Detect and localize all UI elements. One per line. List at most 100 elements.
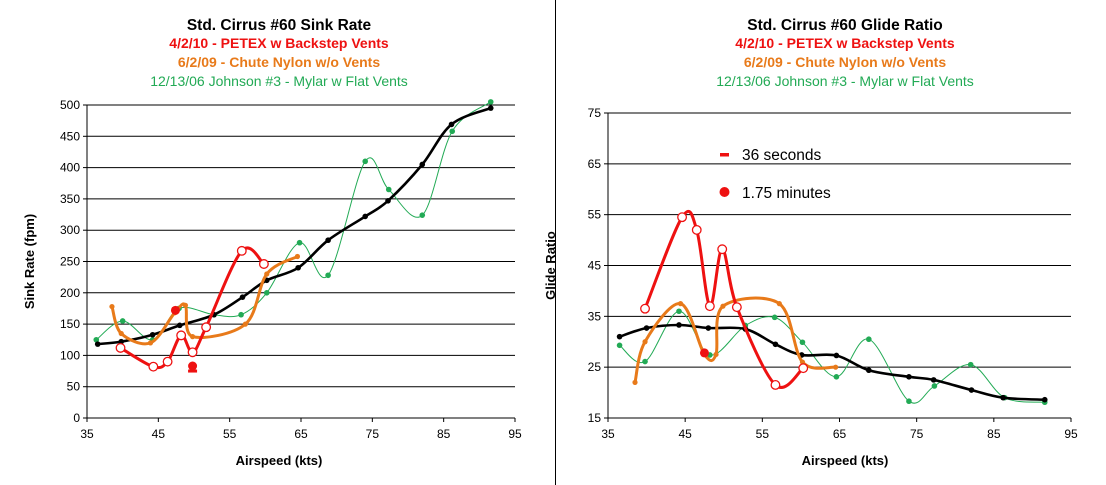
- data-point-black: [487, 105, 494, 111]
- data-point-green: [866, 336, 872, 343]
- data-point-red: [640, 303, 650, 314]
- data-point-red: [677, 212, 688, 223]
- data-point-green: [967, 361, 974, 368]
- x-tick-label: 85: [987, 427, 1001, 441]
- x-tick-label: 85: [437, 427, 451, 441]
- data-point-green: [616, 342, 623, 349]
- y-tick-label: 50: [67, 380, 81, 394]
- data-point-green: [931, 383, 938, 389]
- data-point-green: [676, 308, 682, 315]
- data-point-black: [448, 121, 455, 128]
- legend-dash-icon: [720, 153, 729, 157]
- data-point-red: [187, 347, 198, 358]
- data-point-green: [906, 398, 912, 405]
- y-tick-label: 450: [60, 129, 80, 143]
- y-tick-label: 250: [60, 255, 80, 269]
- chart-subtitle: 6/2/09 - Chute Nylon w/o Vents: [178, 54, 380, 70]
- data-point-orange: [242, 321, 248, 327]
- data-point-orange: [642, 339, 648, 345]
- series-line-black: [96, 106, 492, 346]
- data-point-red: [148, 361, 159, 372]
- series-line-black: [618, 323, 1047, 401]
- data-point-orange: [147, 340, 154, 346]
- data-point-black: [930, 377, 937, 383]
- y-tick-label: 15: [588, 411, 602, 425]
- data-point-green: [419, 212, 426, 218]
- data-point-black: [385, 197, 391, 204]
- y-tick-label: 150: [60, 317, 80, 331]
- x-tick-label: 75: [910, 427, 924, 441]
- y-tick-label: 25: [588, 360, 602, 374]
- data-point-green: [771, 314, 778, 321]
- x-tick-label: 55: [756, 427, 770, 441]
- series-line-red: [643, 210, 805, 389]
- data-point-black: [1000, 394, 1006, 401]
- y-tick-label: 45: [588, 259, 602, 273]
- x-tick-label: 95: [508, 427, 522, 441]
- data-point-black: [643, 325, 650, 331]
- chart-subtitle: 4/2/10 - PETEX w Backstep Vents: [735, 35, 955, 51]
- data-point-orange: [109, 303, 115, 310]
- data-point-red: [704, 301, 715, 312]
- x-axis-label: Airspeed (kts): [236, 453, 323, 468]
- x-tick-label: 95: [1064, 427, 1078, 441]
- data-point-red: [162, 356, 173, 367]
- data-point-green: [238, 311, 244, 318]
- data-point-red: [717, 244, 728, 255]
- data-point-black: [833, 352, 840, 359]
- data-point-orange: [264, 271, 270, 277]
- data-point-black: [1041, 396, 1048, 403]
- x-tick-label: 45: [678, 427, 692, 441]
- data-point-green: [93, 336, 100, 343]
- series-line-green: [95, 101, 492, 341]
- y-tick-label: 0: [73, 411, 80, 425]
- data-point-black: [676, 322, 682, 328]
- data-point-black: [362, 213, 369, 220]
- data-point-orange: [118, 330, 124, 337]
- data-point-red: [236, 245, 247, 256]
- x-tick-label: 55: [223, 427, 237, 441]
- y-tick-label: 100: [60, 348, 80, 362]
- data-point-green: [119, 318, 126, 324]
- data-point-green: [799, 339, 806, 346]
- data-point-orange: [713, 351, 719, 358]
- legend-dot-icon: [719, 187, 730, 197]
- data-point-orange: [182, 302, 189, 308]
- data-point-black: [866, 367, 872, 374]
- data-point-green: [325, 272, 331, 279]
- data-point-red: [731, 302, 742, 313]
- x-tick-label: 65: [833, 427, 847, 441]
- data-point-black: [616, 333, 623, 340]
- chart-title: Std. Cirrus #60 Sink Rate: [187, 17, 372, 34]
- y-axis-label: Glide Ratio: [543, 231, 558, 300]
- data-point-black: [906, 374, 912, 380]
- data-point-black: [325, 237, 331, 244]
- data-point-green: [642, 358, 648, 365]
- legend-label: 36 seconds: [742, 147, 822, 164]
- data-point-orange: [720, 303, 726, 309]
- data-point-orange: [189, 334, 196, 340]
- y-tick-label: 400: [60, 161, 80, 175]
- data-point-orange: [776, 301, 782, 307]
- marker-dot: [170, 305, 180, 315]
- x-tick-label: 75: [366, 427, 380, 441]
- data-point-green: [296, 239, 303, 246]
- data-point-black: [772, 341, 779, 348]
- data-point-red: [115, 342, 126, 353]
- y-tick-label: 350: [60, 192, 80, 206]
- data-point-green: [487, 99, 494, 105]
- panel-divider: [555, 0, 556, 485]
- series-group: [93, 99, 494, 372]
- data-point-green: [362, 158, 369, 165]
- marker-dot: [188, 361, 198, 371]
- y-tick-label: 500: [60, 98, 80, 112]
- marker-dash: [188, 369, 198, 373]
- x-tick-label: 35: [80, 427, 94, 441]
- data-point-green: [385, 186, 392, 193]
- data-point-black: [176, 322, 183, 329]
- x-axis-label: Airspeed (kts): [802, 453, 889, 468]
- legend-label: 1.75 minutes: [742, 185, 831, 202]
